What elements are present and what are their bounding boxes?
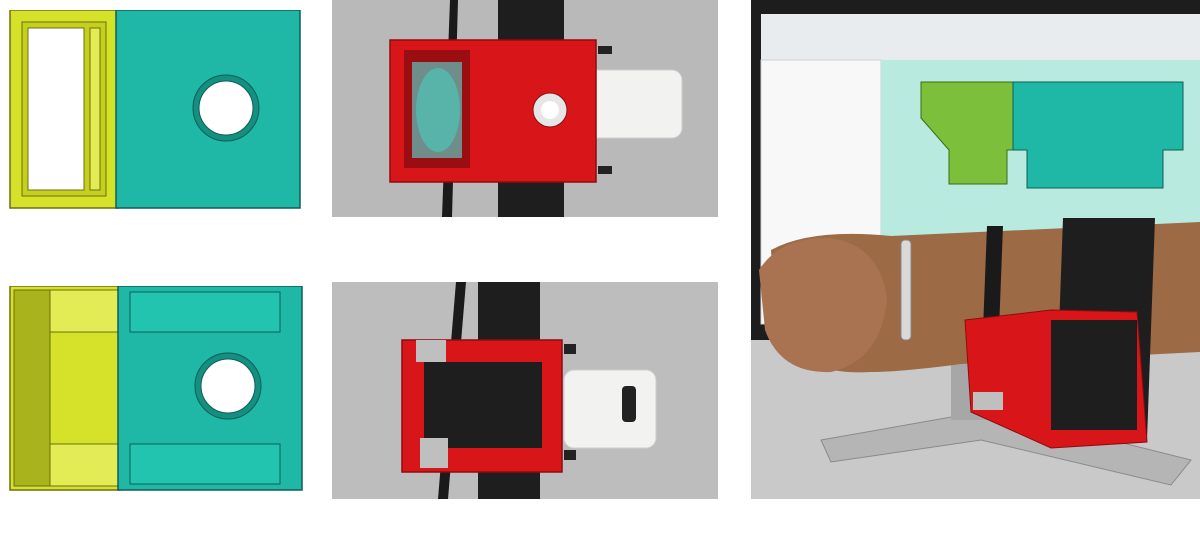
lens-hole-bottom (200, 358, 256, 414)
photo-bottom-device (332, 282, 718, 499)
cad-top-drawing (8, 10, 304, 216)
white-device-bottom (563, 369, 657, 449)
photo-top-scene (332, 0, 718, 217)
photo-arm-with-monitor (751, 0, 1200, 499)
cad-bottom-view (8, 286, 304, 492)
photo-top-device (332, 0, 718, 217)
arm-scene (751, 0, 1200, 499)
lens-hole (198, 80, 254, 136)
photo-bottom-scene (332, 282, 718, 499)
cad-bottom-drawing (8, 286, 304, 492)
frame-window (27, 27, 85, 191)
cad-top-view (8, 10, 304, 216)
screen-teal-part (1012, 81, 1184, 189)
